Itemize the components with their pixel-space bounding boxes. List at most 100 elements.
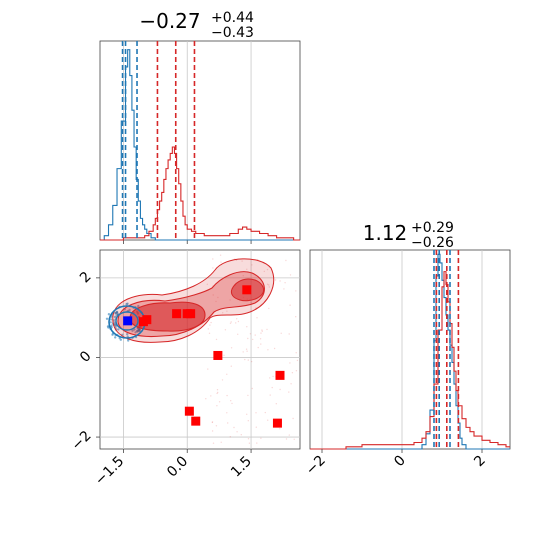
sample-dot	[113, 315, 117, 319]
sample-dot	[295, 316, 297, 318]
sample-dot	[229, 436, 231, 438]
sample-dot	[125, 303, 128, 306]
panel-bottom-left-markers	[123, 285, 285, 428]
sample-dot	[223, 354, 225, 356]
sample-dot	[260, 437, 262, 439]
sample-dot	[208, 332, 211, 334]
panel-top-left-title-value: −0.27	[139, 9, 200, 33]
sample-dot	[248, 442, 251, 444]
panel-top-left-grid	[123, 41, 252, 244]
sample-dot	[274, 279, 277, 281]
red-marker	[186, 309, 196, 319]
x-tick-label: 0	[391, 453, 409, 471]
panel-top-left-histograms	[100, 49, 300, 241]
sample-dot	[230, 347, 233, 349]
sample-dot	[242, 275, 244, 277]
panel-top-left-quantile-lines	[121, 41, 196, 240]
sample-dot	[242, 351, 244, 353]
sample-dot	[219, 254, 222, 256]
histogram-series-red	[100, 146, 300, 241]
sample-dot	[260, 343, 262, 345]
sample-dot	[268, 307, 270, 310]
sample-dot	[260, 332, 262, 334]
sample-dot	[215, 300, 217, 303]
sample-dot	[216, 405, 218, 407]
sample-dot	[259, 338, 262, 340]
blue-marker	[123, 316, 133, 326]
panel-top-left: −0.27 +0.44 −0.43	[99, 9, 301, 244]
sample-dot	[256, 442, 258, 444]
sample-dot	[215, 338, 218, 341]
sample-dot	[295, 370, 298, 372]
sample-dot	[247, 420, 249, 422]
sample-dot	[279, 428, 281, 430]
sample-dot	[290, 383, 292, 385]
panel-top-left-title-sub: −0.43	[211, 25, 254, 41]
sample-dot	[212, 267, 214, 269]
sample-dot	[275, 403, 277, 405]
sample-dot	[226, 310, 228, 312]
sample-dot	[210, 395, 212, 397]
y-tick-label: 0	[77, 348, 95, 366]
histogram-series-blue	[100, 49, 300, 241]
red-marker	[272, 418, 282, 428]
sample-dot	[233, 426, 235, 429]
sample-dot	[107, 313, 111, 316]
sample-dot	[269, 377, 271, 379]
sample-dot	[206, 283, 208, 285]
sample-dot	[246, 350, 248, 352]
histogram-series-red	[310, 271, 510, 450]
sample-dot	[266, 268, 269, 271]
panel-bottom-left-red-contours	[112, 258, 275, 343]
sample-dot	[217, 296, 219, 299]
sample-dot	[137, 304, 140, 308]
sample-dot	[226, 394, 228, 397]
sample-dot	[227, 422, 229, 424]
sample-dot	[119, 338, 123, 341]
red-marker	[138, 317, 148, 327]
sample-dot	[216, 389, 219, 391]
sample-dot	[215, 425, 218, 427]
sample-dot	[241, 260, 243, 262]
sample-dot	[271, 386, 273, 389]
x-tick-label: 0.0	[164, 453, 191, 480]
sample-dot	[247, 438, 250, 440]
sample-dot	[229, 322, 232, 324]
sample-dot	[127, 339, 130, 342]
red-marker	[191, 416, 201, 426]
sample-dot	[221, 379, 224, 381]
sample-dot	[291, 372, 294, 374]
sample-dot	[220, 441, 222, 443]
sample-dot	[261, 329, 263, 331]
sample-dot	[295, 290, 297, 292]
sample-dot	[295, 352, 297, 354]
panel-bottom-right-histograms	[310, 253, 510, 450]
red-marker	[172, 309, 182, 319]
sample-dot	[105, 317, 109, 320]
sample-dot	[285, 438, 288, 440]
sample-dot	[230, 400, 232, 402]
sample-dot	[246, 268, 248, 270]
sample-dot	[255, 412, 257, 414]
sample-dot	[288, 333, 290, 335]
sample-dot	[211, 421, 214, 423]
sample-dot	[218, 401, 221, 403]
sample-dot	[237, 333, 239, 335]
red-marker	[275, 370, 285, 380]
sample-dot	[226, 412, 228, 414]
sample-dot	[224, 329, 227, 331]
sample-dot	[266, 328, 268, 331]
sample-dot	[211, 430, 214, 432]
panel-bottom-right-title-value: 1.12	[363, 221, 408, 245]
panel-top-left-title-sup: +0.44	[211, 10, 254, 26]
x-tick-label: 1.5	[228, 453, 255, 480]
sample-dot	[212, 442, 215, 444]
sample-dot	[117, 328, 120, 331]
sample-dot	[212, 258, 214, 260]
sample-dot	[229, 299, 231, 301]
sample-dot	[109, 321, 112, 324]
sample-dot	[252, 338, 254, 341]
sample-dot	[263, 270, 265, 273]
panel-bottom-right: −2 0 2 1.12 +0.29 −0.26	[303, 220, 511, 478]
